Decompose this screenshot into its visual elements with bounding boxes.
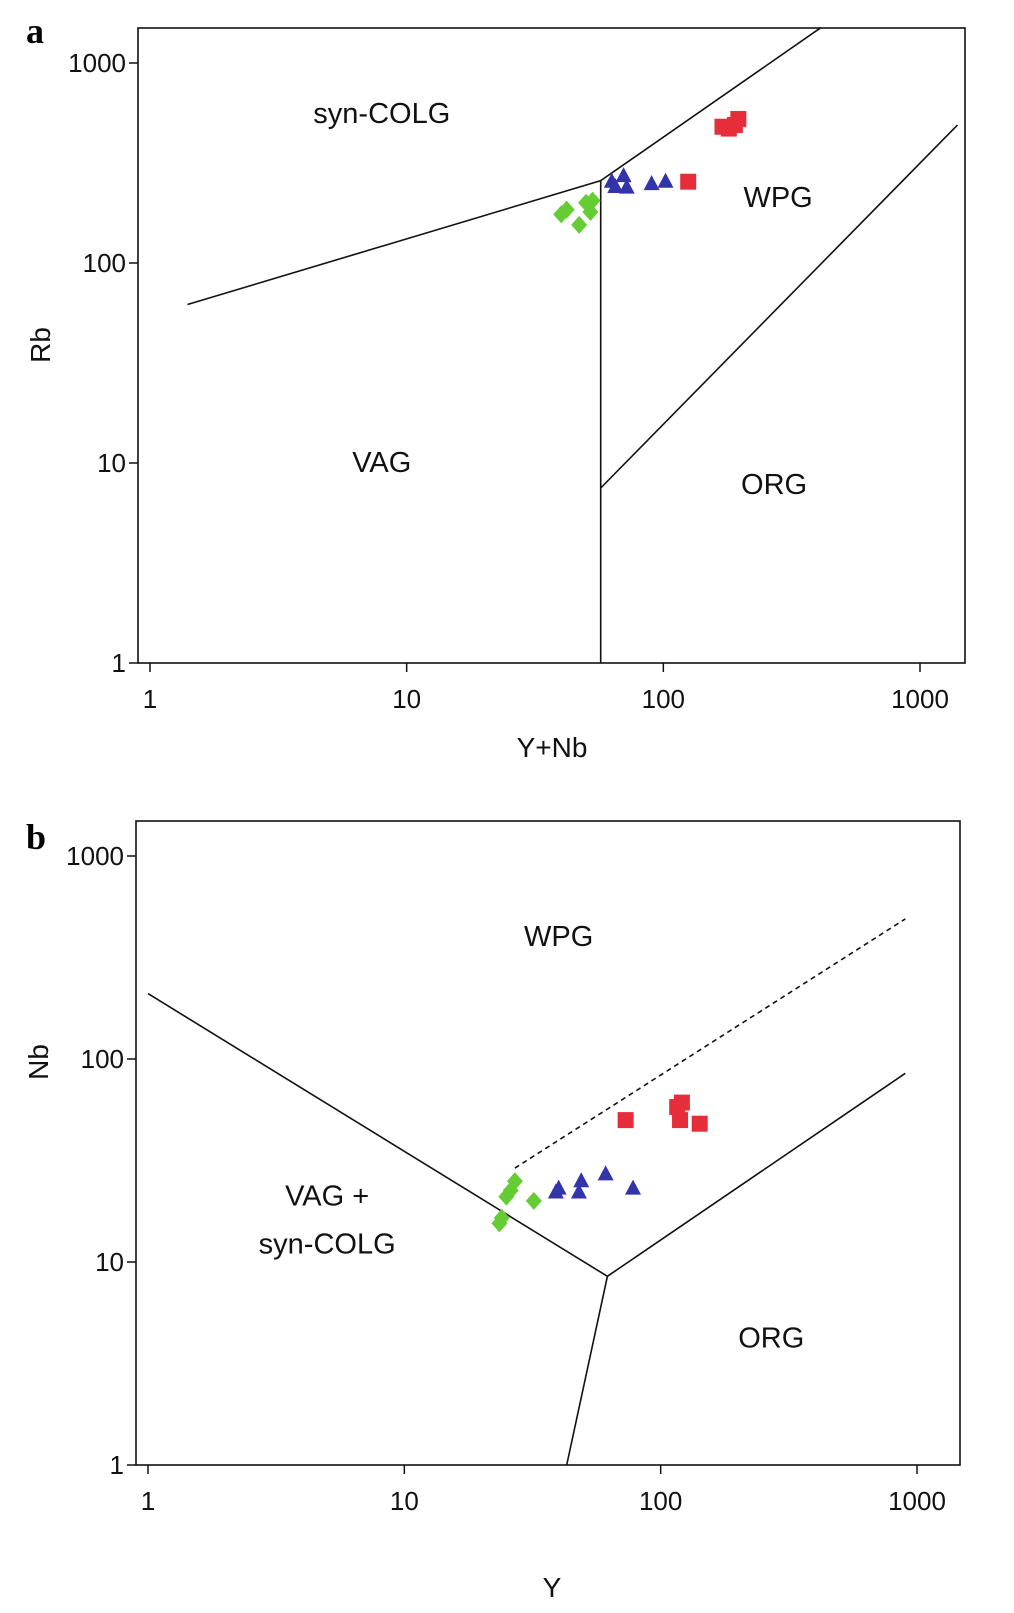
x-tick-label: 1 xyxy=(143,684,157,714)
data-point-diamond xyxy=(584,191,601,210)
y-tick-label: 1000 xyxy=(66,841,124,871)
region-label: VAG xyxy=(352,447,411,479)
data-point-square xyxy=(691,1115,708,1132)
y-tick-label: 100 xyxy=(81,1044,124,1074)
region-label: WPG xyxy=(524,921,593,953)
data-point-triangle xyxy=(615,167,632,183)
panel-letter-a: a xyxy=(26,11,44,51)
y-tick-label: 10 xyxy=(97,448,126,478)
boundary-line xyxy=(606,1072,906,1277)
data-point-square xyxy=(680,173,697,190)
data-point-triangle xyxy=(618,178,635,194)
region-label: VAG + xyxy=(285,1180,369,1212)
data-point-triangle xyxy=(625,1179,642,1195)
panel-letter-b: b xyxy=(26,817,47,857)
plot-frame xyxy=(137,27,966,664)
region-label: ORG xyxy=(741,469,807,501)
x-axis-title: Y+Nb xyxy=(517,732,588,763)
y-axis-title: Rb xyxy=(25,327,56,363)
chart-panel-a: a 1 10 100 1000 1 10 100 1000 Y+Nb Rb syn-COLG WPG V… xyxy=(0,0,1014,806)
region-label: WPG xyxy=(743,182,812,214)
data-point-square xyxy=(730,110,747,127)
region-label: ORG xyxy=(738,1322,804,1354)
y-tick-label: 1 xyxy=(112,648,126,678)
data-point-diamond xyxy=(571,215,588,234)
data-point-diamond xyxy=(493,1208,510,1227)
x-tick-label: 1000 xyxy=(891,684,949,714)
plot-frame xyxy=(135,820,961,1466)
data-point-triangle xyxy=(570,1183,587,1199)
boundary-line xyxy=(147,992,608,1277)
data-point-diamond xyxy=(506,1172,523,1191)
region-label: syn-COLG xyxy=(313,98,450,130)
x-tick-label: 10 xyxy=(390,1486,419,1516)
boundary-line xyxy=(187,27,822,306)
data-point-triangle xyxy=(550,1179,567,1195)
x-tick-label: 1 xyxy=(141,1486,155,1516)
y-tick-label: 100 xyxy=(83,248,126,278)
data-point-square xyxy=(672,1112,689,1129)
y-axis-title: Nb xyxy=(23,1044,54,1080)
boundary-line xyxy=(565,1276,609,1466)
chart-a-svg: 1 10 100 1000 1 10 100 1000 Y+Nb Rb syn-COLG WPG VAG… xyxy=(25,27,966,763)
data-point-diamond xyxy=(525,1191,542,1210)
data-point-triangle xyxy=(657,172,674,188)
x-tick-label: 1000 xyxy=(888,1486,946,1516)
y-tick-label: 10 xyxy=(95,1247,124,1277)
y-tick-label: 1000 xyxy=(68,48,126,78)
x-tick-label: 100 xyxy=(642,684,685,714)
data-point-square xyxy=(673,1094,690,1111)
dashed-boundary-line xyxy=(514,918,906,1169)
x-tick-label: 10 xyxy=(392,684,421,714)
y-tick-label: 1 xyxy=(110,1450,124,1480)
data-point-diamond xyxy=(558,200,575,219)
chart-panel-b: b 1 10 100 1000 1 10 100 1000 Y Nb WPG VAG + syn-COL… xyxy=(0,806,1014,1612)
x-tick-label: 100 xyxy=(639,1486,682,1516)
data-point-square xyxy=(617,1112,634,1129)
data-point-triangle xyxy=(643,175,660,191)
data-point-triangle xyxy=(573,1172,590,1188)
region-label: syn-COLG xyxy=(259,1229,396,1261)
data-point-triangle xyxy=(597,1165,614,1181)
chart-b-svg: 1 10 100 1000 1 10 100 1000 Y Nb WPG VAG + syn-COLG O… xyxy=(23,820,961,1603)
data-point-triangle xyxy=(607,177,624,193)
x-axis-title: Y xyxy=(543,1572,562,1603)
boundary-line xyxy=(600,124,959,489)
